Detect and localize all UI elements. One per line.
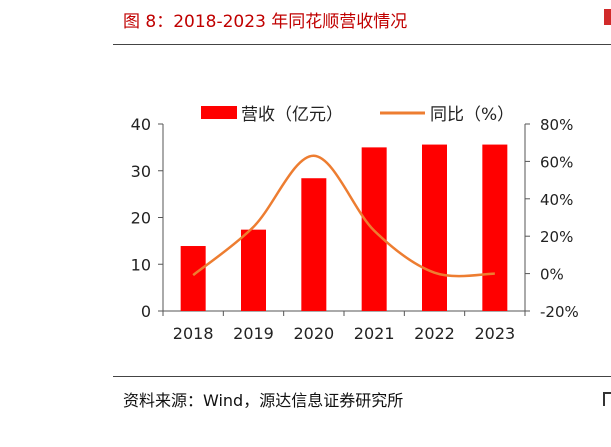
right-axis-tick-label: 80%	[540, 116, 573, 134]
right-axis-tick-label: 60%	[540, 153, 573, 171]
x-axis-tick-label: 2019	[233, 324, 274, 343]
x-axis-tick-label: 2023	[474, 324, 515, 343]
right-axis-tick-label: -20%	[540, 303, 579, 321]
left-axis-tick-label: 30	[131, 162, 151, 181]
left-axis-tick-label: 40	[131, 115, 151, 134]
clipped-neighbor-title	[604, 9, 611, 25]
right-axis-tick-label: 0%	[540, 266, 564, 284]
left-axis-tick-label: 10	[131, 255, 151, 274]
bar-2020	[301, 178, 327, 311]
x-axis-tick-label: 2022	[414, 324, 455, 343]
right-axis-tick-label: 20%	[540, 228, 573, 246]
legend-label-yoy: 同比（%）	[430, 105, 514, 125]
right-axis-tick-label: 40%	[540, 191, 573, 209]
legend-swatch-revenue	[201, 106, 237, 119]
bar-2022	[422, 144, 447, 311]
source-note: 资料来源：Wind，源达信息证券研究所	[123, 391, 404, 410]
bar-2019	[241, 229, 266, 311]
figure-title: 图 8：2018-2023 年同花顺营收情况	[123, 12, 408, 32]
bar-2018	[180, 246, 206, 311]
left-axis-tick-label: 20	[131, 209, 151, 228]
top-rule	[113, 44, 611, 45]
x-axis-tick-label: 2020	[293, 324, 334, 343]
left-axis-tick-label: 0	[141, 302, 151, 321]
clipped-neighbor-source	[603, 392, 611, 406]
x-axis-tick-label: 2018	[173, 324, 214, 343]
bar-2023	[482, 144, 508, 311]
yoy-line	[192, 154, 495, 278]
x-axis-tick-label: 2021	[354, 324, 395, 343]
bottom-rule	[113, 376, 611, 377]
legend-label-revenue: 营收（亿元）	[241, 105, 343, 125]
